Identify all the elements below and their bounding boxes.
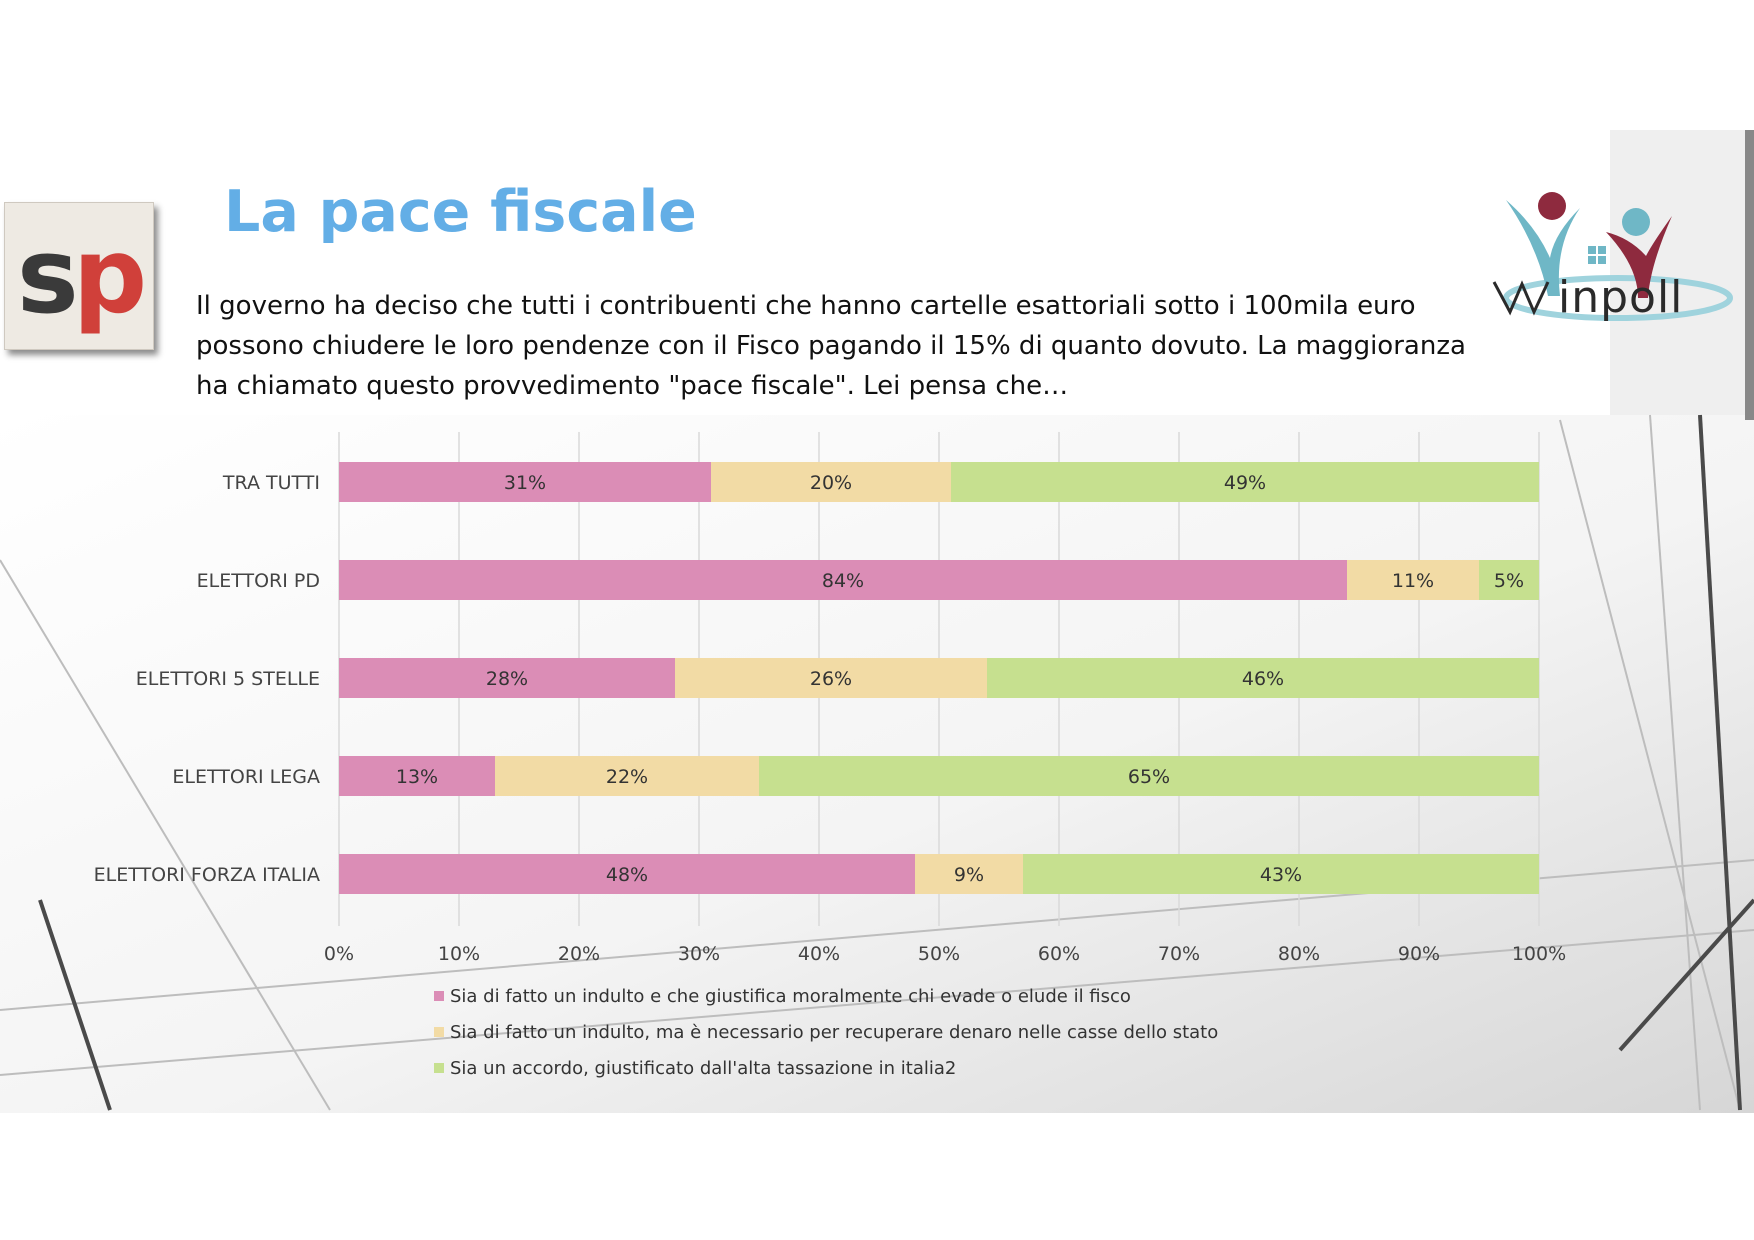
bar-segment <box>1023 854 1539 894</box>
data-label: 46% <box>1242 668 1284 690</box>
data-label: 65% <box>1128 766 1170 788</box>
legend-label: Sia un accordo, giustificato dall'alta t… <box>450 1057 957 1079</box>
bar-segment <box>339 756 495 796</box>
x-tick-label: 40% <box>798 943 840 965</box>
category-label: TRA TUTTI <box>222 472 320 494</box>
x-tick-label: 80% <box>1278 943 1320 965</box>
bar-segment <box>1479 560 1539 600</box>
data-label: 49% <box>1224 472 1266 494</box>
data-label: 5% <box>1494 570 1524 592</box>
x-tick-label: 50% <box>918 943 960 965</box>
category-label: ELETTORI FORZA ITALIA <box>94 864 320 886</box>
sp-logo: sp <box>4 202 154 350</box>
winpoll-head-right <box>1622 208 1650 236</box>
bar-segment <box>759 756 1539 796</box>
legend-item: Sia un accordo, giustificato dall'alta t… <box>434 1050 1218 1086</box>
winpoll-figure-left <box>1506 200 1580 296</box>
x-tick-label: 30% <box>678 943 720 965</box>
bar-segment <box>339 658 675 698</box>
bar-segment <box>915 854 1023 894</box>
bar-segment <box>987 658 1539 698</box>
category-label: ELETTORI PD <box>197 570 320 592</box>
legend-item: Sia di fatto un indulto e che giustifica… <box>434 978 1218 1014</box>
data-label: 26% <box>810 668 852 690</box>
legend-label: Sia di fatto un indulto, ma è necessario… <box>450 1021 1219 1043</box>
legend-item: Sia di fatto un indulto, ma è necessario… <box>434 1014 1218 1050</box>
data-label: 22% <box>606 766 648 788</box>
bar-segment <box>339 462 711 502</box>
winpoll-logo: inpoll <box>1492 192 1733 323</box>
bar-segment <box>495 756 759 796</box>
x-tick-label: 90% <box>1398 943 1440 965</box>
x-tick-label: 10% <box>438 943 480 965</box>
data-label: 9% <box>954 864 984 886</box>
data-label: 11% <box>1392 570 1434 592</box>
category-label: ELETTORI LEGA <box>172 766 320 788</box>
bar-segment <box>339 560 1347 600</box>
winpoll-wordmark-w <box>1492 280 1550 316</box>
data-label: 31% <box>504 472 546 494</box>
data-label: 20% <box>810 472 852 494</box>
data-label: 84% <box>822 570 864 592</box>
bar-segment <box>951 462 1539 502</box>
legend-swatch <box>434 1027 444 1037</box>
winpoll-swoosh <box>1503 275 1733 321</box>
survey-question: Il governo ha deciso che tutti i contrib… <box>196 291 1466 401</box>
bar-segment <box>339 854 915 894</box>
data-label: 48% <box>606 864 648 886</box>
data-label: 13% <box>396 766 438 788</box>
winpoll-window-icon <box>1588 246 1606 264</box>
x-tick-label: 70% <box>1158 943 1200 965</box>
x-tick-label: 60% <box>1038 943 1080 965</box>
x-tick-label: 20% <box>558 943 600 965</box>
data-label: 28% <box>486 668 528 690</box>
winpoll-figure-right <box>1606 216 1672 298</box>
page-title: La pace fiscale <box>224 179 697 245</box>
chart-legend: Sia di fatto un indulto e che giustifica… <box>434 978 1218 1086</box>
bar-segment <box>675 658 987 698</box>
x-tick-label: 100% <box>1512 943 1566 965</box>
legend-swatch <box>434 1063 444 1073</box>
data-label: 43% <box>1260 864 1302 886</box>
category-label: ELETTORI 5 STELLE <box>136 668 320 690</box>
winpoll-wordmark: inpoll <box>1558 272 1683 323</box>
bar-segment <box>711 462 951 502</box>
bar-segment <box>1347 560 1479 600</box>
legend-label: Sia di fatto un indulto e che giustifica… <box>450 985 1131 1007</box>
x-tick-label: 0% <box>324 943 354 965</box>
winpoll-head-left <box>1538 192 1566 220</box>
legend-swatch <box>434 991 444 1001</box>
